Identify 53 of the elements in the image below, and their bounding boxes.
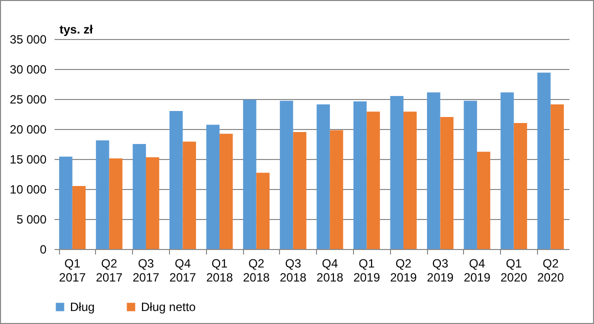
y-axis-title: tys. zł [60,22,94,36]
y-tick-label: 35 000 [10,32,47,46]
bar [330,130,344,249]
x-tick-label: Q2 2020 [537,256,564,284]
bar [293,132,306,249]
y-tick-label: 0 [40,242,47,256]
bar [280,100,294,249]
bar [96,140,110,249]
bar [500,92,514,249]
y-tick-label: 20 000 [10,122,47,136]
x-tick-label: Q3 2018 [280,256,307,284]
x-tick-label: Q1 2019 [353,256,380,284]
x-tick-label: Q4 2018 [316,256,344,284]
bar [537,72,551,249]
bar [132,144,146,249]
bar [390,96,404,249]
y-tick-label: 15 000 [10,152,47,166]
bar [59,156,72,249]
bar [206,124,220,249]
bar [353,101,367,249]
bar [220,134,233,249]
bar [256,172,270,249]
legend-label: Dług [70,300,95,314]
bar [182,142,196,249]
x-tick-label: Q4 2019 [464,256,491,284]
y-tick-label: 25 000 [10,92,47,106]
x-tick-label: Q1 2020 [500,256,528,284]
x-tick-label: Q2 2019 [390,256,418,284]
bar [403,112,417,249]
bar [440,117,454,249]
y-tick-label: 5 000 [16,212,47,226]
x-tick-label: Q3 2019 [426,256,454,284]
x-tick-label: Q1 2018 [206,256,234,284]
bar [464,100,478,249]
bar [243,100,256,249]
bar [366,112,380,249]
x-tick-label: Q2 2018 [242,256,270,284]
x-tick-label: Q2 2017 [96,256,123,284]
legend-label: Dług netto [141,300,196,314]
x-tick-label: Q4 2017 [169,256,196,284]
bar [550,104,564,249]
bar [316,104,330,249]
bar [109,158,122,249]
bar [170,111,183,249]
y-tick-label: 10 000 [10,182,47,196]
bar [427,92,440,249]
y-tick-label: 30 000 [10,62,47,76]
bar [72,186,86,249]
bar [477,152,490,249]
x-tick-label: Q3 2017 [132,256,160,284]
bar [514,123,528,249]
x-tick-label: Q1 2017 [59,256,86,284]
bar [146,157,160,249]
